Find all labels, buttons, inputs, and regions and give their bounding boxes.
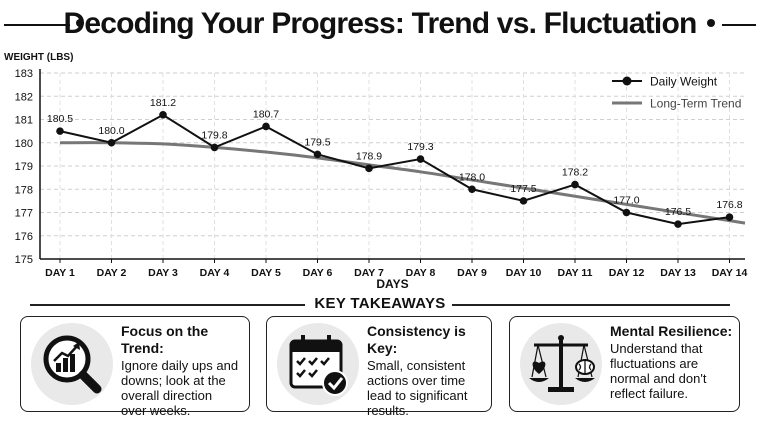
title-dot-right [707, 19, 715, 27]
daily-weight-point [416, 155, 425, 163]
card-line: over weeks. [121, 403, 191, 418]
title-dot-left [76, 19, 84, 27]
x-tick-label: DAY 4 [200, 267, 230, 279]
daily-weight-point [210, 143, 219, 152]
weight-line-chart: 175 176 177 178 179 180 181 182 183 WEIGHT (LBS) D… [4, 52, 748, 291]
trend-series-line [59, 141, 746, 225]
y-tick-label: 181 [15, 115, 33, 127]
y-tick-label: 182 [15, 91, 33, 103]
daily-weight-point [674, 220, 682, 228]
data-label: 179.5 [304, 136, 330, 148]
x-tick-label: DAY 9 [457, 267, 487, 279]
key-takeaways-title: KEY TAKEAWAYS [314, 295, 446, 312]
card-line: results. [367, 403, 409, 418]
y-tick-label: 178 [15, 184, 33, 196]
takeaway-card-trend: Focus on the Trend: Ignore daily ups and… [20, 316, 250, 418]
data-label: 181.2 [150, 97, 176, 109]
daily-weight-point [313, 150, 322, 159]
card-heading: Mental Resilience: [610, 323, 733, 339]
daily-weight-point [622, 208, 631, 217]
takeaway-card-resilience: Mental Resilience: Understand that fluct… [509, 316, 740, 412]
balance-scale-icon [520, 323, 602, 405]
card-line: Understand that [610, 341, 703, 356]
daily-weight-point [365, 164, 373, 173]
legend-trend-label: Long-Term Trend [650, 97, 741, 111]
takeaway-card-consistency: Consistency is Key: Small, consistent ac… [266, 316, 492, 418]
x-tick-label: DAY 8 [406, 267, 436, 279]
takeaways-rule-right [452, 304, 730, 306]
card-line: normal and don't [610, 371, 707, 386]
card-heading: Consistency is Key: [367, 323, 466, 356]
card-body: Understand that fluctuations are normal … [610, 341, 733, 401]
card-line: Small, consistent [367, 358, 466, 373]
card-body: Ignore daily ups and downs; look at the … [121, 358, 243, 418]
x-tick-label: DAY 7 [354, 267, 384, 279]
y-tick-label: 179 [15, 161, 33, 173]
daily-weight-point [107, 138, 116, 147]
daily-weight-point [725, 213, 734, 221]
data-label: 178.2 [562, 167, 588, 179]
daily-weight-point [159, 111, 167, 119]
card-line: fluctuations are [610, 356, 699, 371]
daily-weight-point [571, 180, 579, 189]
card-line: overall direction [121, 388, 213, 403]
data-label: 180.0 [98, 125, 124, 137]
x-tick-label: DAY 11 [557, 267, 592, 279]
magnifier-chart-icon [31, 323, 113, 405]
x-tick-label: DAY 12 [609, 267, 645, 279]
y-tick-label: 176 [15, 231, 33, 243]
title-rule-left [4, 24, 70, 26]
data-label: 179.8 [201, 129, 227, 141]
data-label: 177.0 [613, 195, 639, 207]
daily-weight-point [468, 185, 476, 194]
data-label: 176.5 [665, 206, 691, 218]
card-line: Ignore daily ups and [121, 358, 239, 373]
x-tick-label: DAY 1 [45, 267, 75, 279]
data-label: 180.7 [253, 108, 279, 120]
card-line: actions over time [367, 373, 466, 388]
calendar-check-icon [277, 323, 359, 405]
data-label: 178.9 [356, 150, 382, 162]
data-label: 176.8 [716, 199, 742, 211]
card-body: Small, consistent actions over time lead… [367, 358, 485, 418]
card-line: reflect failure. [610, 386, 689, 401]
daily-weight-point [262, 122, 270, 131]
key-takeaways-header: KEY TAKEAWAYS [0, 294, 760, 316]
title-row: Decoding Your Progress: Trend vs. Fluctu… [0, 0, 760, 50]
card-heading: Focus on the Trend: [121, 323, 209, 356]
takeaways-rule-left [30, 304, 305, 306]
y-axis-label: WEIGHT (LBS) [4, 52, 73, 63]
x-tick-label: DAY 13 [660, 267, 696, 279]
data-label: 178.0 [459, 171, 485, 183]
legend-daily-weight-marker [622, 76, 632, 86]
y-tick-label: 180 [15, 138, 33, 150]
x-tick-label: DAY 14 [712, 267, 748, 279]
x-tick-label: DAY 3 [148, 267, 178, 279]
daily-weight-point [56, 127, 64, 135]
y-tick-label: 175 [15, 254, 33, 266]
data-label: 179.3 [407, 141, 433, 153]
data-label: 180.5 [47, 113, 73, 125]
data-label: 177.5 [510, 183, 536, 195]
y-tick-label: 183 [15, 68, 33, 80]
y-tick-label: 177 [15, 208, 33, 220]
title-rule-right [722, 24, 756, 26]
page-title: Decoding Your Progress: Trend vs. Fluctu… [63, 7, 698, 40]
x-tick-label: DAY 6 [303, 267, 333, 279]
x-tick-label: DAY 5 [251, 267, 281, 279]
x-tick-label: DAY 10 [506, 267, 542, 279]
card-line: lead to significant [367, 388, 468, 403]
card-line: downs; look at the [121, 373, 226, 388]
daily-weight-series-line [59, 113, 730, 226]
legend-daily-weight-label: Daily Weight [650, 75, 718, 89]
x-axis-label: DAYS [376, 277, 408, 291]
x-tick-label: DAY 2 [97, 267, 127, 279]
daily-weight-point [519, 197, 528, 205]
